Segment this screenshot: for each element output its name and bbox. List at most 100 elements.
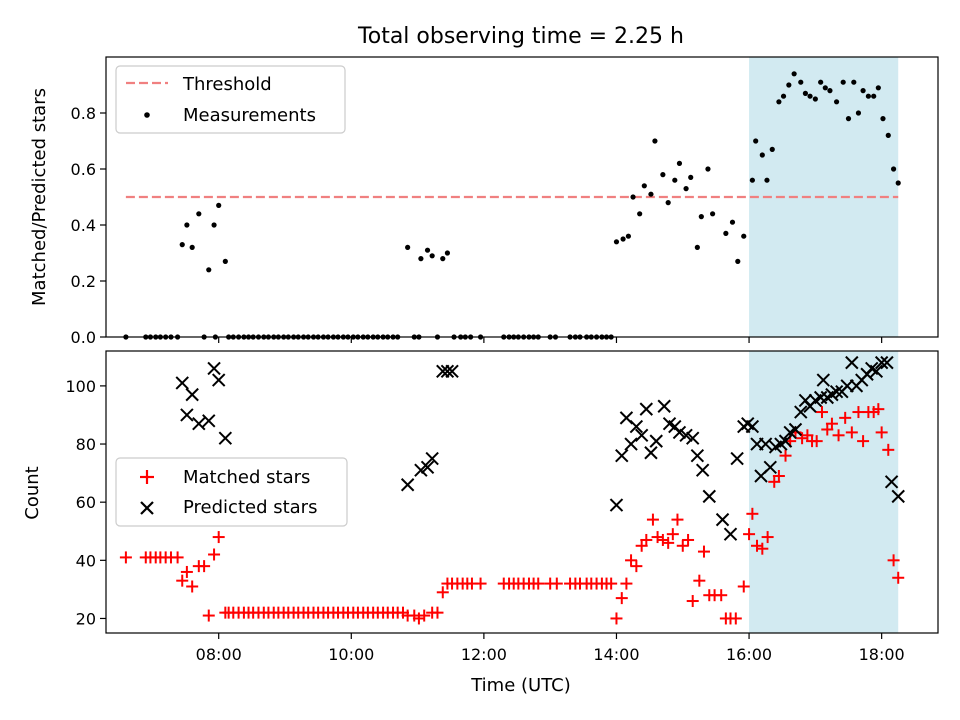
measurement-point	[424, 247, 431, 253]
predicted-star-marker	[420, 460, 435, 474]
predicted-star-marker	[869, 364, 884, 379]
measurement-point	[705, 166, 711, 172]
measurement-point	[613, 239, 620, 245]
legend-measurement-swatch	[144, 112, 150, 118]
matched-star-marker	[810, 435, 823, 448]
matched-star-marker	[656, 533, 669, 546]
measurement-point	[749, 177, 755, 183]
predicted-star-marker	[690, 448, 705, 463]
top-legend: Threshold Measurements	[115, 65, 346, 134]
matched-star-marker	[630, 560, 643, 573]
predicted-star-marker	[180, 408, 194, 422]
predicted-star-marker	[639, 402, 654, 416]
matched-star-marker	[666, 528, 679, 541]
legend-matched-label: Matched stars	[183, 467, 310, 488]
measurement-point	[206, 267, 212, 273]
chart-title: Total observing time = 2.25 h	[357, 24, 684, 49]
matched-star-marker	[682, 533, 695, 546]
x-axis-label: Time (UTC)	[470, 675, 571, 696]
measurement-point	[660, 172, 666, 178]
legend-threshold-label: Threshold	[182, 74, 272, 95]
matched-star-marker	[532, 577, 545, 590]
matched-star-marker	[697, 545, 710, 558]
matched-star-marker	[610, 612, 623, 625]
measurement-point	[641, 183, 647, 189]
measurement-point	[683, 186, 689, 192]
matched-star-marker	[474, 577, 487, 590]
x-tick-label: 10:00	[328, 645, 374, 664]
measurement-point	[741, 233, 747, 239]
predicted-stars-points	[175, 355, 905, 541]
predicted-star-marker	[445, 364, 459, 379]
bottom-legend: Matched stars Predicted stars	[115, 457, 348, 527]
bottom-x-ticks: 08:00 10:00 12:00 14:00 16:00 18:00	[196, 633, 905, 664]
bottom-highlight-band	[749, 351, 899, 633]
bottom-y-tick-label: 60	[76, 493, 96, 512]
measurement-point	[729, 219, 736, 225]
predicted-star-marker	[874, 355, 889, 370]
matched-star-marker	[839, 411, 852, 424]
measurement-point	[698, 214, 704, 220]
matched-star-marker	[198, 560, 211, 573]
measurement-point	[875, 85, 881, 91]
predicted-star-marker	[788, 422, 803, 437]
predicted-star-marker	[175, 376, 189, 390]
matched-star-marker	[857, 435, 870, 448]
matched-star-marker	[212, 531, 225, 544]
measurement-point	[845, 116, 852, 122]
measurement-point	[189, 244, 195, 250]
measurement-point	[851, 79, 857, 85]
measurement-point	[780, 93, 787, 99]
predicted-star-marker	[723, 527, 738, 541]
top-axes-frame	[105, 56, 939, 338]
predicted-star-marker	[880, 355, 894, 370]
x-tick-label: 16:00	[726, 645, 772, 664]
top-y-tick-label: 0.2	[71, 272, 96, 291]
bottom-y-tick-label: 80	[76, 435, 96, 454]
predicted-star-marker	[891, 489, 905, 504]
top-x-ticks	[218, 337, 883, 343]
matched-star-marker	[729, 612, 742, 625]
predicted-star-marker	[185, 387, 199, 402]
measurement-point	[723, 230, 729, 236]
matched-star-marker	[208, 548, 221, 561]
measurement-point	[735, 258, 741, 264]
predicted-star-marker	[794, 405, 808, 419]
predicted-star-marker	[425, 451, 439, 466]
matched-star-marker	[796, 432, 809, 445]
measurement-point	[833, 99, 840, 105]
legend-matched-swatch	[140, 470, 154, 484]
top-y-ticks: 0.0 0.2 0.4 0.6 0.8	[71, 104, 106, 347]
predicted-star-marker	[649, 434, 663, 448]
matched-star-marker	[845, 426, 858, 439]
top-y-tick-label: 0.8	[71, 104, 96, 123]
measurement-point	[709, 211, 716, 217]
measurement-point	[764, 177, 770, 183]
predicted-star-marker	[192, 416, 206, 431]
x-tick-label: 14:00	[593, 645, 639, 664]
measurement-point	[648, 191, 654, 197]
predicted-star-marker	[816, 373, 831, 387]
x-tick-label: 12:00	[461, 645, 507, 664]
matched-star-marker	[671, 513, 684, 526]
matched-star-marker	[715, 589, 728, 602]
bottom-y-axis-label: Count	[22, 466, 43, 519]
matched-star-marker	[412, 612, 425, 625]
measurement-point	[791, 71, 797, 77]
predicted-star-marker	[758, 437, 773, 451]
measurement-point	[676, 160, 683, 166]
measurement-point	[179, 242, 185, 248]
matched-star-marker	[171, 551, 184, 564]
matched-star-marker	[615, 592, 628, 605]
top-y-axis-label: Matched/Predicted stars	[29, 88, 50, 306]
predicted-star-marker	[745, 419, 760, 434]
predicted-star-marker	[686, 431, 700, 445]
measurement-point	[753, 138, 759, 144]
measurement-point	[222, 258, 228, 264]
measurement-point	[665, 200, 671, 206]
predicted-star-marker	[218, 431, 233, 445]
measurement-point	[822, 85, 828, 91]
matched-star-marker	[737, 580, 750, 593]
matched-star-marker	[431, 606, 444, 619]
matched-star-marker	[676, 539, 689, 552]
